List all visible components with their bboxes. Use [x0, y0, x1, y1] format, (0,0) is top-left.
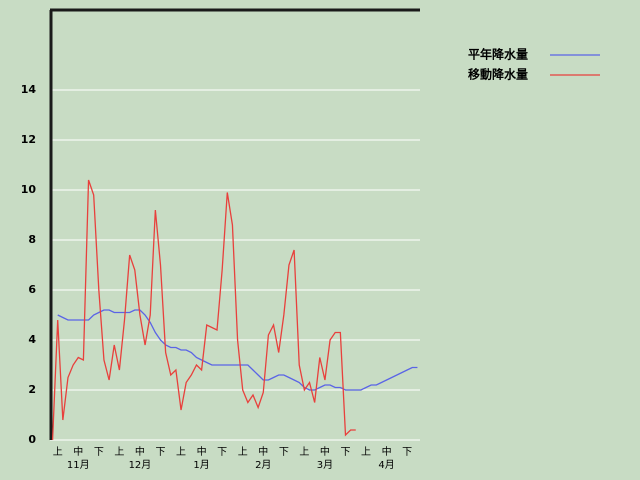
x-tick-label: 下	[402, 447, 412, 458]
x-tick-label: 上	[361, 446, 371, 458]
x-tick-label: 下	[340, 447, 350, 458]
y-tick-label: 10	[21, 183, 37, 196]
series-line	[57, 309, 418, 391]
x-tick-label: 下	[217, 447, 227, 458]
series-line	[51, 179, 356, 441]
legend-label: 平年降水量	[468, 47, 528, 62]
y-tick-label: 0	[28, 433, 36, 446]
x-tick-label: 中	[258, 445, 268, 458]
y-tick-label: 12	[21, 133, 36, 146]
month-label: 3月	[317, 459, 333, 471]
x-tick-label: 上	[299, 446, 309, 458]
month-label: 2月	[255, 459, 271, 471]
x-tick-label: 中	[382, 445, 392, 458]
x-tick-label: 上	[238, 446, 248, 458]
month-label: 11月	[67, 459, 90, 471]
y-tick-label: 2	[28, 383, 36, 396]
month-label: 12月	[129, 459, 152, 471]
x-tick-label: 下	[279, 447, 289, 458]
month-label: 1月	[193, 459, 209, 471]
x-tick-label: 下	[155, 447, 165, 458]
x-tick-label: 中	[73, 445, 83, 458]
y-tick-label: 14	[21, 83, 37, 96]
x-tick-label: 上	[114, 446, 124, 458]
y-tick-label: 4	[28, 333, 36, 346]
month-label: 4月	[378, 459, 394, 471]
x-tick-label: 上	[53, 446, 63, 458]
y-tick-label: 6	[28, 283, 36, 296]
x-tick-label: 中	[135, 445, 145, 458]
x-tick-label: 中	[320, 445, 330, 458]
x-tick-label: 中	[197, 445, 207, 458]
x-tick-label: 下	[94, 447, 104, 458]
legend-label: 移動降水量	[468, 67, 528, 82]
y-tick-label: 8	[28, 233, 36, 246]
x-tick-label: 上	[176, 446, 186, 458]
